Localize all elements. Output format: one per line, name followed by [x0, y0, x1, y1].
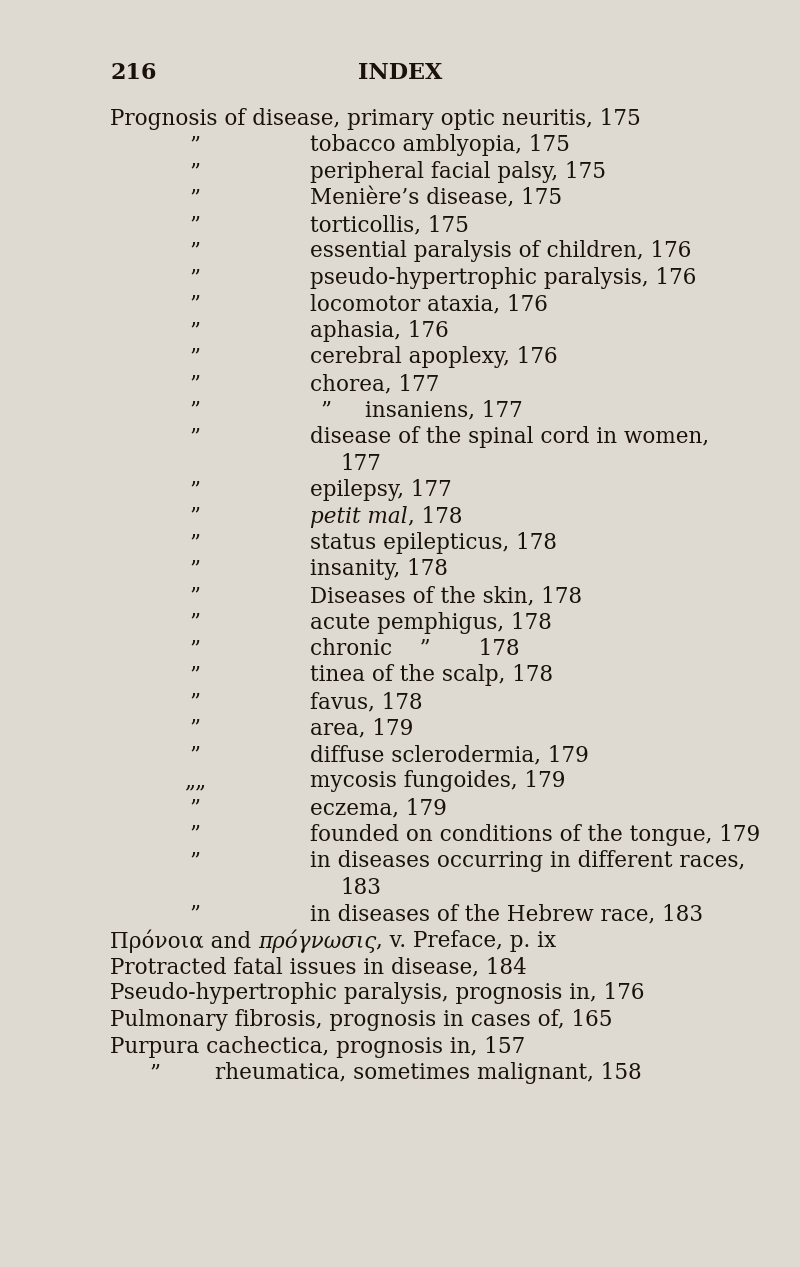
Text: torticollis, 175: torticollis, 175 [310, 214, 469, 236]
Text: cerebral apoplexy, 176: cerebral apoplexy, 176 [310, 346, 558, 369]
Text: ”: ” [190, 903, 201, 925]
Text: , 178: , 178 [408, 506, 462, 527]
Text: tinea of the scalp, 178: tinea of the scalp, 178 [310, 664, 553, 687]
Text: chorea, 177: chorea, 177 [310, 372, 439, 395]
Text: petit mal: petit mal [310, 506, 408, 527]
Text: ”: ” [150, 1062, 161, 1085]
Text: ”: ” [190, 585, 201, 607]
Text: area, 179: area, 179 [310, 717, 414, 740]
Text: Pulmonary fibrosis, prognosis in cases of, 165: Pulmonary fibrosis, prognosis in cases o… [110, 1009, 613, 1031]
Text: ”: ” [190, 134, 201, 157]
Text: in diseases of the Hebrew race, 183: in diseases of the Hebrew race, 183 [310, 903, 703, 925]
Text: diffuse sclerodermia, 179: diffuse sclerodermia, 179 [310, 744, 589, 767]
Text: ”: ” [190, 241, 201, 262]
Text: Purpura cachectica, prognosis in, 157: Purpura cachectica, prognosis in, 157 [110, 1035, 526, 1058]
Text: INDEX: INDEX [358, 62, 442, 84]
Text: ”: ” [190, 850, 201, 872]
Text: ”: ” [190, 797, 201, 818]
Text: mycosis fungoides, 179: mycosis fungoides, 179 [310, 770, 566, 792]
Text: ”: ” [190, 372, 201, 395]
Text: Prognosis of disease, primary optic neuritis, 175: Prognosis of disease, primary optic neur… [110, 108, 641, 131]
Text: ”: ” [190, 744, 201, 767]
Text: ”: ” [190, 188, 201, 209]
Text: 177: 177 [340, 452, 381, 475]
Text: ”: ” [190, 612, 201, 634]
Text: aphasia, 176: aphasia, 176 [310, 321, 449, 342]
Text: essential paralysis of children, 176: essential paralysis of children, 176 [310, 241, 691, 262]
Text: , v. Preface, p. ix: , v. Preface, p. ix [376, 930, 556, 952]
Text: ”: ” [190, 267, 201, 289]
Text: ”: ” [190, 532, 201, 554]
Text: ”: ” [190, 691, 201, 713]
Text: ”: ” [190, 161, 201, 182]
Text: status epilepticus, 178: status epilepticus, 178 [310, 532, 557, 554]
Text: 216: 216 [110, 62, 157, 84]
Text: in diseases occurring in different races,: in diseases occurring in different races… [310, 850, 746, 872]
Text: insaniens, 177: insaniens, 177 [365, 399, 522, 422]
Text: disease of the spinal cord in women,: disease of the spinal cord in women, [310, 426, 709, 449]
Text: „„: „„ [184, 770, 206, 792]
Text: Πρόνοια and: Πρόνοια and [110, 930, 258, 953]
Text: ”: ” [190, 479, 201, 500]
Text: ”: ” [190, 664, 201, 687]
Text: ”: ” [190, 321, 201, 342]
Text: ”: ” [190, 717, 201, 740]
Text: 183: 183 [340, 877, 381, 898]
Text: ”: ” [190, 214, 201, 236]
Text: pseudo-hypertrophic paralysis, 176: pseudo-hypertrophic paralysis, 176 [310, 267, 696, 289]
Text: ”: ” [190, 506, 201, 527]
Text: favus, 178: favus, 178 [310, 691, 422, 713]
Text: ”: ” [190, 346, 201, 369]
Text: epilepsy, 177: epilepsy, 177 [310, 479, 452, 500]
Text: insanity, 178: insanity, 178 [310, 559, 448, 580]
Text: πρόγνωσις: πρόγνωσις [258, 930, 376, 953]
Text: tobacco amblyopia, 175: tobacco amblyopia, 175 [310, 134, 570, 157]
Text: Menière’s disease, 175: Menière’s disease, 175 [310, 188, 562, 209]
Text: ”: ” [320, 399, 331, 422]
Text: ”: ” [190, 294, 201, 315]
Text: rheumatica, sometimes malignant, 158: rheumatica, sometimes malignant, 158 [215, 1062, 642, 1085]
Text: Pseudo-hypertrophic paralysis, prognosis in, 176: Pseudo-hypertrophic paralysis, prognosis… [110, 982, 645, 1005]
Text: ”: ” [190, 399, 201, 422]
Text: locomotor ataxia, 176: locomotor ataxia, 176 [310, 294, 548, 315]
Text: peripheral facial palsy, 175: peripheral facial palsy, 175 [310, 161, 606, 182]
Text: ”: ” [190, 639, 201, 660]
Text: ”: ” [190, 426, 201, 449]
Text: eczema, 179: eczema, 179 [310, 797, 447, 818]
Text: ”: ” [190, 559, 201, 580]
Text: ”: ” [190, 824, 201, 845]
Text: acute pemphigus, 178: acute pemphigus, 178 [310, 612, 552, 634]
Text: Diseases of the skin, 178: Diseases of the skin, 178 [310, 585, 582, 607]
Text: founded on conditions of the tongue, 179: founded on conditions of the tongue, 179 [310, 824, 760, 845]
Text: Protracted fatal issues in disease, 184: Protracted fatal issues in disease, 184 [110, 957, 526, 978]
Text: chronic    ”       178: chronic ” 178 [310, 639, 520, 660]
